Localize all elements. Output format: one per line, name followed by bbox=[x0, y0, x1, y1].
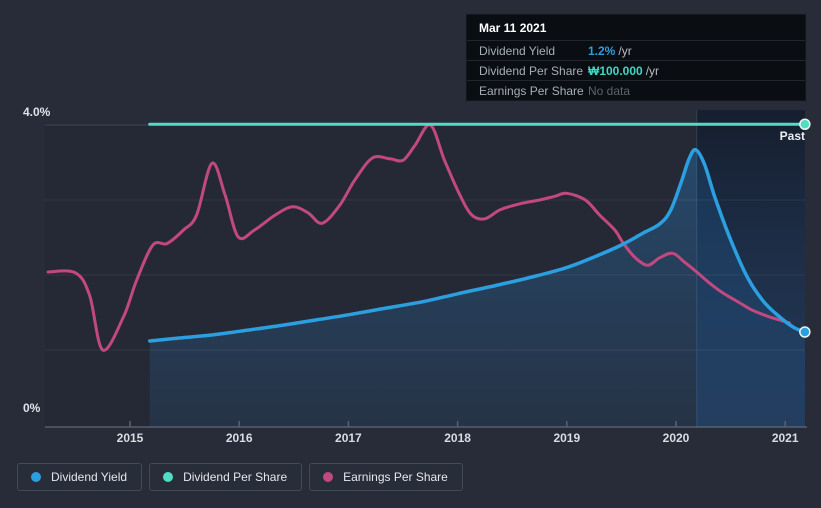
past-label: Past bbox=[779, 129, 805, 143]
chart-canvas[interactable] bbox=[0, 0, 821, 455]
y-axis-label-bottom: 0% bbox=[23, 401, 41, 415]
tooltip-label: Earnings Per Share bbox=[479, 83, 584, 98]
x-axis-label-2021: 2021 bbox=[771, 431, 799, 445]
legend-item-earnings-per-share[interactable]: Earnings Per Share bbox=[309, 463, 463, 491]
dividend-yield-dot-icon bbox=[31, 472, 41, 482]
tooltip-suffix: /yr bbox=[618, 43, 632, 58]
tooltip-suffix: /yr bbox=[645, 63, 660, 78]
tooltip-label: Dividend Per Share bbox=[479, 63, 584, 78]
chart-legend: Dividend Yield Dividend Per Share Earnings… bbox=[17, 463, 463, 491]
x-axis-label-2015: 2015 bbox=[116, 431, 144, 445]
legend-item-dividend-yield[interactable]: Dividend Yield bbox=[17, 463, 143, 491]
x-axis-label-2018: 2018 bbox=[444, 431, 471, 445]
legend-label: Earnings Per Share bbox=[343, 470, 448, 484]
tooltip-row-dividend-per-share: Dividend Per Share ₩100.000 /yr bbox=[467, 60, 805, 80]
x-axis-label-2016: 2016 bbox=[225, 431, 253, 445]
dividend-per-share-dot-icon bbox=[163, 472, 174, 482]
tooltip-value: No data bbox=[588, 83, 631, 98]
tooltip-date: Mar 11 2021 bbox=[479, 21, 547, 35]
y-axis-label-top: 4.0% bbox=[23, 105, 51, 119]
chart-tooltip: Mar 11 2021 Dividend Yield 1.2% /yr Divi… bbox=[466, 14, 806, 101]
legend-label: Dividend Yield bbox=[51, 470, 128, 484]
earnings-per-share-dot-icon bbox=[323, 472, 334, 482]
x-axis-label-2017: 2017 bbox=[335, 431, 362, 445]
legend-label: Dividend Per Share bbox=[183, 470, 288, 484]
tooltip-row-dividend-yield: Dividend Yield 1.2% /yr bbox=[467, 40, 805, 60]
tooltip-value: 1.2% bbox=[588, 43, 616, 58]
x-axis-label-2019: 2019 bbox=[553, 431, 581, 445]
legend-item-dividend-per-share[interactable]: Dividend Per Share bbox=[149, 463, 303, 491]
tooltip-label: Dividend Yield bbox=[479, 43, 556, 58]
x-axis-label-2020: 2020 bbox=[662, 431, 690, 445]
tooltip-value: ₩100.000 bbox=[588, 63, 643, 78]
tooltip-row-earnings-per-share: Earnings Per Share No data bbox=[467, 80, 805, 100]
